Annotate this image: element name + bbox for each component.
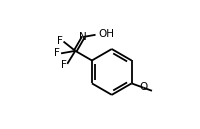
Text: F: F — [57, 36, 63, 46]
Text: N: N — [79, 32, 87, 42]
Text: F: F — [61, 60, 67, 70]
Text: OH: OH — [99, 29, 115, 39]
Text: O: O — [139, 82, 148, 92]
Text: F: F — [54, 48, 60, 58]
